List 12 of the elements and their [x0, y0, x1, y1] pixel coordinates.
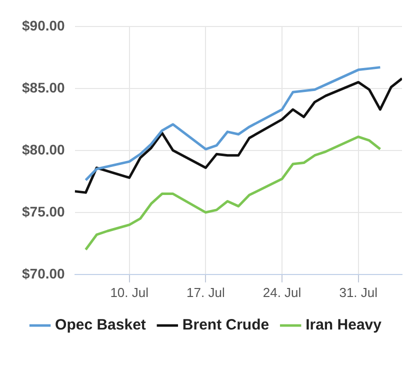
y-tick-label: $75.00 — [22, 203, 66, 220]
x-tick-label: 24. Jul — [262, 284, 302, 300]
y-tick-label: $70.00 — [22, 265, 66, 282]
x-tick-label: 10. Jul — [110, 284, 149, 300]
legend-label: Brent Crude — [182, 316, 270, 334]
legend-label: Opec Basket — [55, 316, 146, 334]
legend-label: Iran Heavy — [306, 316, 382, 334]
y-tick-label: $90.00 — [22, 17, 66, 34]
x-tick-label: 31. Jul — [339, 284, 378, 300]
y-tick-label: $80.00 — [22, 141, 66, 158]
x-tick-label: 17. Jul — [186, 284, 225, 300]
y-tick-label: $85.00 — [22, 79, 66, 96]
